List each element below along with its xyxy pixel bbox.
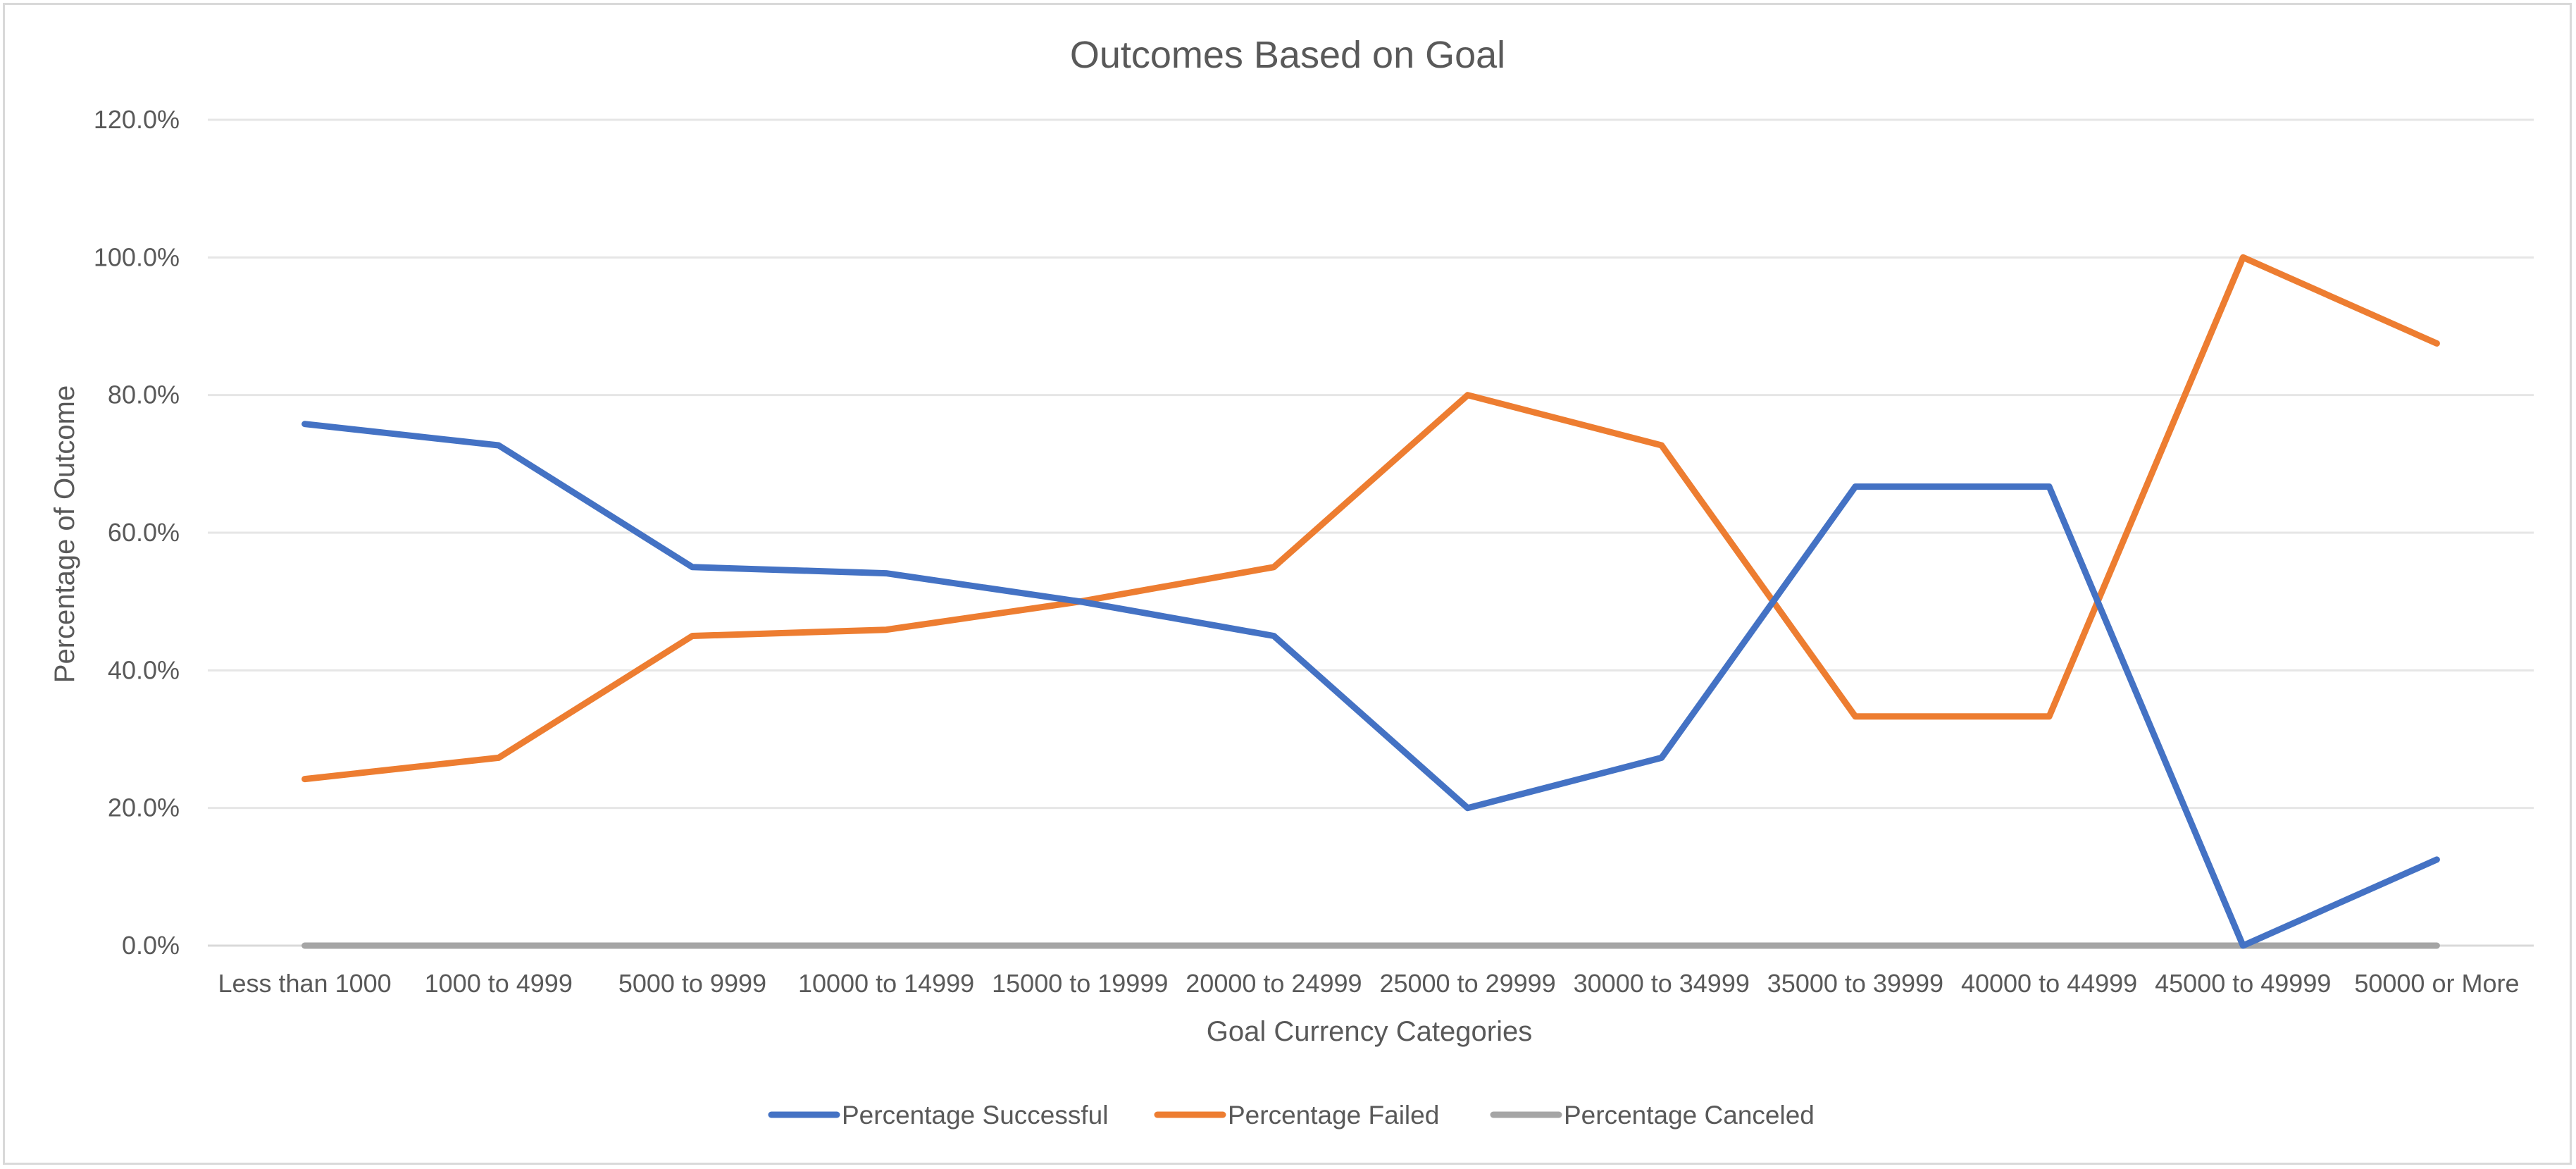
chart-frame	[3, 3, 2572, 1165]
legend-label: Percentage Canceled	[1564, 1101, 1815, 1130]
legend-label: Percentage Successful	[842, 1101, 1108, 1130]
x-tick-label: 15000 to 19999	[992, 969, 1168, 998]
x-tick-label: 35000 to 39999	[1767, 969, 1943, 998]
x-tick-label: 40000 to 44999	[1961, 969, 2137, 998]
y-tick-label: 120.0%	[94, 105, 180, 134]
y-tick-label: 60.0%	[108, 518, 180, 547]
y-axis-title: Percentage of Outcome	[49, 385, 80, 683]
legend-label: Percentage Failed	[1228, 1101, 1439, 1130]
y-tick-label: 20.0%	[108, 793, 180, 822]
x-tick-label: 5000 to 9999	[618, 969, 766, 998]
x-tick-label: 45000 to 49999	[2155, 969, 2331, 998]
x-tick-label: 20000 to 24999	[1186, 969, 1362, 998]
y-tick-label: 100.0%	[94, 242, 180, 271]
series-line-percentage-failed	[301, 254, 2440, 783]
series-line-percentage-successful	[301, 421, 2440, 949]
x-tick-label: Less than 1000	[218, 969, 391, 998]
x-axis-ticks: Less than 1000 1000 to 4999 5000 to 9999 10…	[218, 969, 2519, 998]
x-tick-label: 50000 or More	[2354, 969, 2519, 998]
x-tick-label: 10000 to 14999	[798, 969, 974, 998]
series-lines	[301, 254, 2440, 949]
y-tick-label: 40.0%	[108, 655, 180, 684]
x-tick-label: 25000 to 29999	[1379, 969, 1555, 998]
x-axis-title: Goal Currency Categories	[1207, 1016, 1532, 1047]
x-tick-label: 30000 to 34999	[1574, 969, 1750, 998]
y-axis-ticks: 0.0% 20.0% 40.0% 60.0% 80.0% 100.0% 120.0%	[94, 105, 180, 960]
y-tick-label: 0.0%	[122, 931, 180, 960]
x-tick-label: 1000 to 4999	[425, 969, 573, 998]
gridlines	[208, 118, 2534, 810]
legend: Percentage Successful Percentage Failed Pe…	[768, 1101, 1815, 1130]
y-tick-label: 80.0%	[108, 381, 180, 409]
chart-title: Outcomes Based on Goal	[1070, 34, 1505, 76]
